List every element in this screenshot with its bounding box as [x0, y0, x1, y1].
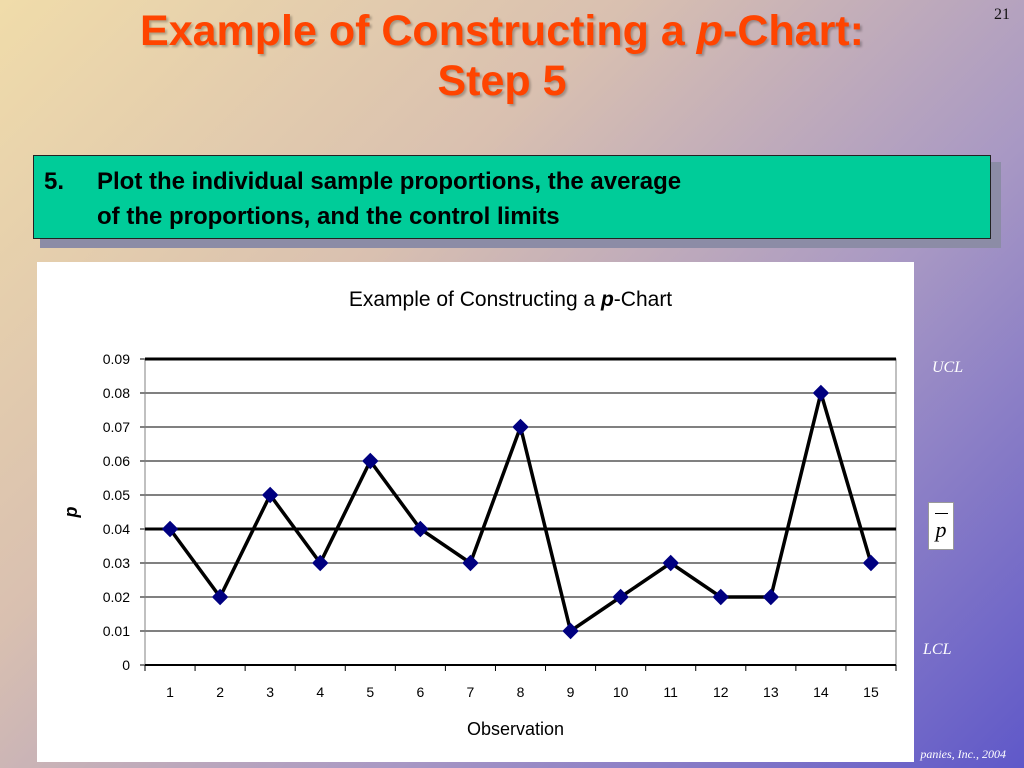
slide-title-text-pre: Example of Constructing a [140, 7, 697, 55]
x-tick-label: 1 [166, 684, 174, 700]
y-tick-label: 0 [122, 657, 130, 673]
data-point [712, 588, 729, 606]
chart-title: Example of Constructing a p-Chart [349, 288, 672, 311]
slide-title-line1: Example of Constructing a p-Chart: [0, 6, 1004, 56]
step-number: 5. [44, 168, 65, 195]
x-tick-label: 15 [863, 684, 879, 700]
x-tick-label: 13 [763, 684, 779, 700]
x-tick-label: 7 [467, 684, 475, 700]
data-point [512, 418, 529, 436]
footer-copyright: panies, Inc., 2004 [920, 747, 1006, 761]
pbar-label: p [935, 517, 947, 542]
chart-panel: Example of Constructing a p-Chart 0 0.01 0.… [37, 262, 914, 762]
slide-title-line2: Step 5 [437, 57, 567, 105]
y-tick-label: 0.06 [103, 453, 130, 469]
step-text-line2: of the proportions, and the control limi… [97, 203, 560, 230]
slide-title-text-post: -Chart: [723, 7, 864, 55]
x-tick-label: 2 [216, 684, 224, 700]
data-point [762, 588, 780, 606]
y-tick-label: 0.02 [103, 589, 130, 605]
data-point [412, 520, 429, 538]
slide-title-italic-p: p [696, 7, 724, 55]
x-tick-label: 11 [663, 684, 678, 700]
x-tick-label: 6 [416, 684, 424, 700]
y-tick-label: 0.07 [103, 419, 130, 435]
y-tick-label: 0.04 [103, 521, 130, 537]
x-tick-label: 4 [316, 684, 324, 700]
x-tick-label: 9 [567, 684, 575, 700]
data-point [562, 622, 579, 640]
y-tick-label: 0.05 [103, 487, 130, 503]
plot-area-border [144, 358, 897, 666]
y-tick-label: 0.09 [103, 351, 130, 367]
chart-title-post: -Chart [614, 288, 673, 311]
data-point [462, 554, 479, 572]
data-point [312, 554, 329, 572]
slide-title: Example of Constructing a p-Chart: Step … [0, 6, 1004, 106]
x-tick-label: 8 [517, 684, 525, 700]
lcl-label: LCL [923, 641, 952, 658]
x-tick-label: 10 [613, 684, 629, 700]
pbar-overbar [935, 513, 948, 514]
x-tick-label: 3 [266, 684, 274, 700]
y-tick-label: 0.03 [103, 555, 130, 571]
pbar-label-box: p [928, 502, 954, 550]
y-tick-label: 0.08 [103, 385, 130, 401]
data-point [261, 486, 279, 504]
data-point [812, 384, 830, 402]
y-axis-label: p [61, 507, 81, 519]
data-point [612, 588, 629, 606]
y-tick-label: 0.01 [103, 623, 130, 639]
step-text-line1: Plot the individual sample proportions, … [97, 168, 682, 195]
data-point [862, 554, 880, 572]
data-point [211, 588, 229, 606]
chart-title-pre: Example of Constructing a [349, 288, 601, 311]
chart-title-italic: p [600, 288, 614, 311]
chart-svg: Example of Constructing a p-Chart00.010.… [61, 288, 897, 739]
slide-number: 21 [994, 6, 1010, 23]
x-tick-label: 5 [366, 684, 374, 700]
x-tick-label: 12 [713, 684, 729, 700]
data-point [161, 520, 179, 538]
step-box: 5. Plot the individual sample proportion… [33, 155, 991, 239]
x-axis-label: Observation [467, 719, 564, 739]
data-point [362, 452, 379, 470]
data-point [662, 554, 679, 572]
x-tick-label: 14 [813, 684, 829, 700]
ucl-label: UCL [932, 359, 964, 376]
